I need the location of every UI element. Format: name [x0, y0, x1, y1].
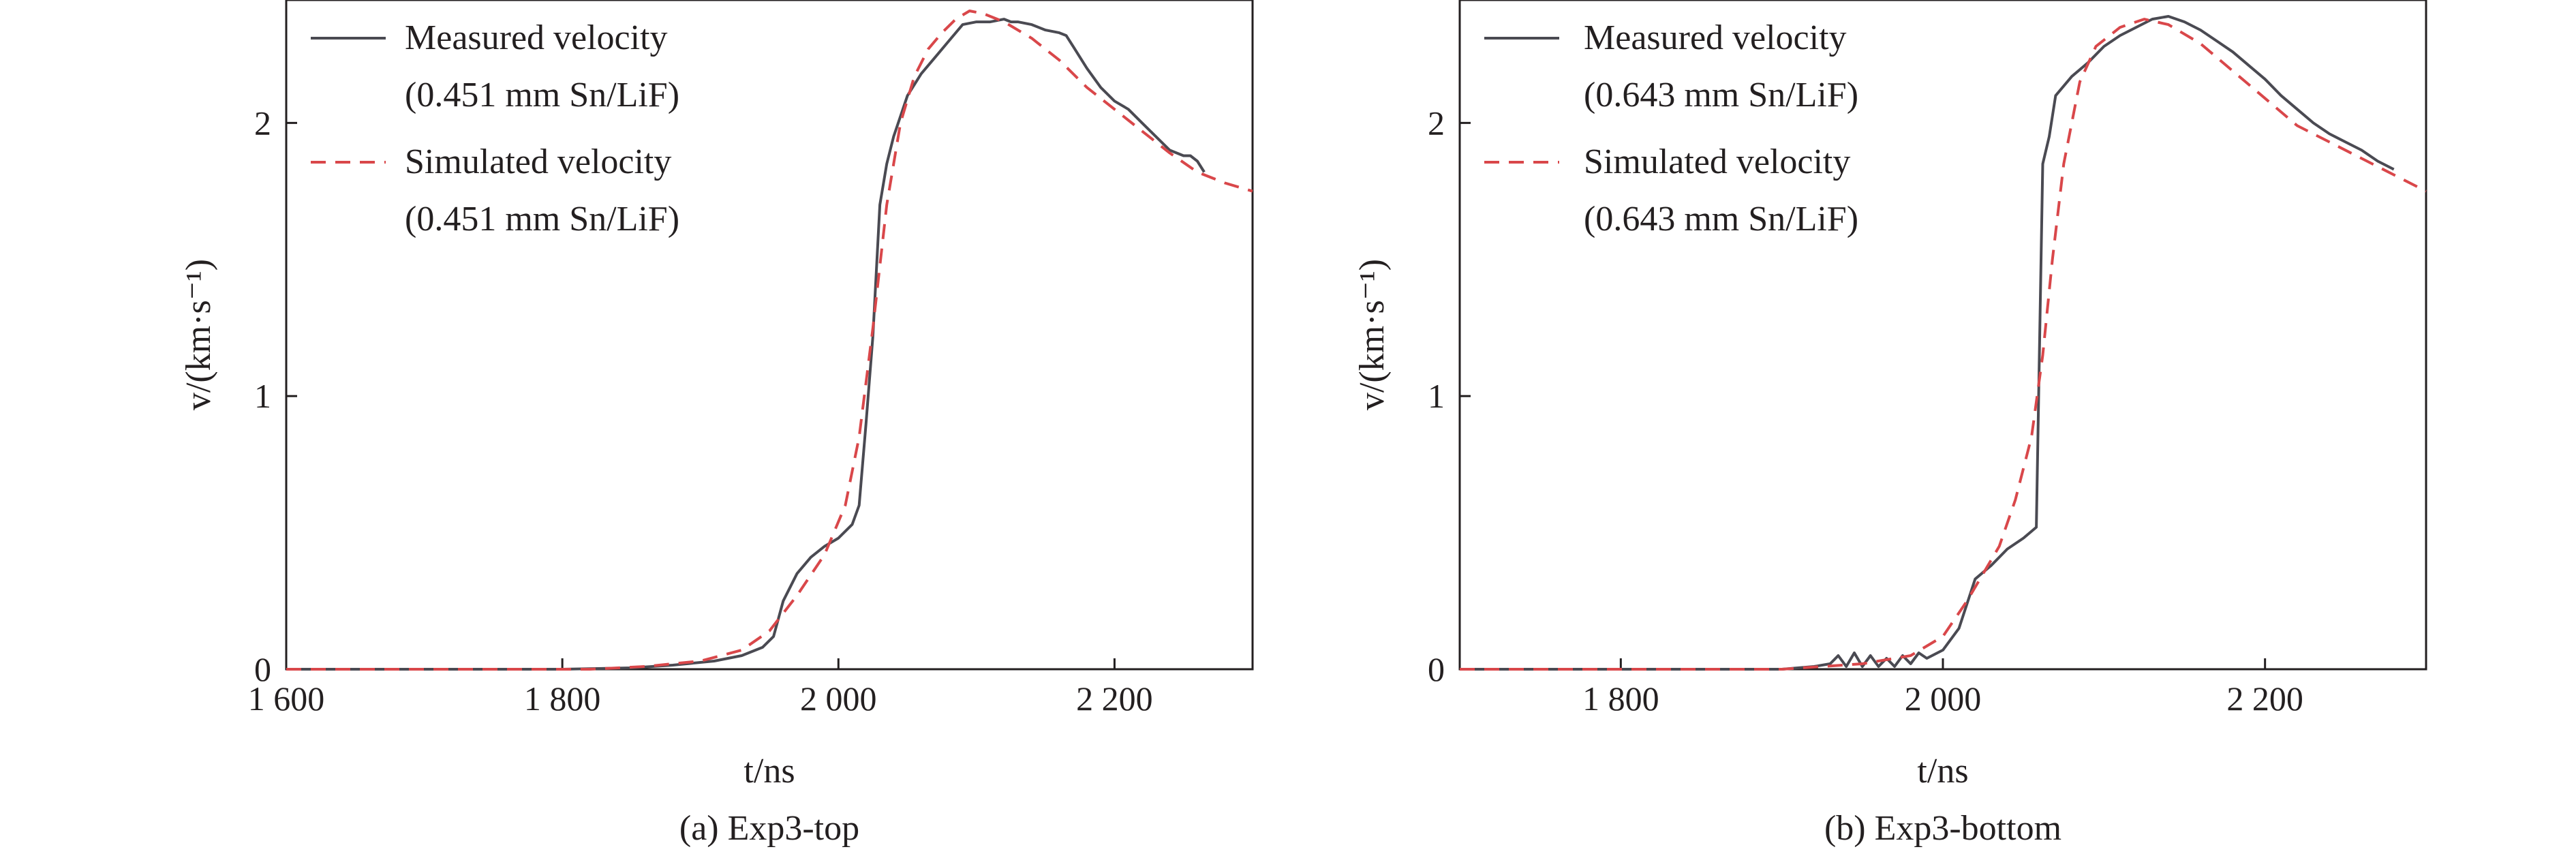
- legend-sublabel-simulated: (0.451 mm Sn/LiF): [405, 200, 679, 239]
- panel-caption: (b) Exp3-bottom: [1824, 809, 2061, 848]
- y-tick-label: 2: [254, 104, 271, 142]
- legend: Measured velocity (0.643 mm Sn/LiF) Simu…: [1484, 18, 1858, 239]
- tick-marks: [1460, 121, 2267, 671]
- y-tick-label: 0: [1428, 650, 1445, 688]
- legend-label-measured: Measured velocity: [1584, 18, 1847, 57]
- x-tick-label: 2 000: [800, 679, 877, 718]
- series-line-measured: [1460, 15, 2395, 671]
- legend-label-simulated: Simulated velocity: [1584, 142, 1850, 181]
- panel-b: 1 800 2 000 2 200 0 1 2 Measured velocity (0.…: [1353, 0, 2427, 848]
- series-line-simulated: [286, 10, 1253, 671]
- x-tick-label: 2 200: [2226, 679, 2303, 718]
- x-tick-label: 1 600: [248, 679, 325, 718]
- panel-a: 1 600 1 800 2 000 2 200 0 1 2 Measured velocit…: [179, 0, 1254, 848]
- panel-caption: (a) Exp3-top: [679, 809, 859, 848]
- legend-sublabel-measured: (0.643 mm Sn/LiF): [1584, 76, 1858, 114]
- series-lines: [1460, 15, 2427, 671]
- plot-frame: [285, 0, 1254, 671]
- legend-sublabel-simulated: (0.643 mm Sn/LiF): [1584, 200, 1858, 239]
- series-lines: [286, 10, 1253, 671]
- y-tick-label: 1: [1428, 377, 1445, 415]
- x-axis-label: t/ns: [743, 752, 795, 791]
- y-tick-label: 0: [254, 650, 271, 688]
- series-line-measured: [286, 18, 1206, 671]
- x-tick-label: 1 800: [524, 679, 601, 718]
- legend-label-simulated: Simulated velocity: [405, 142, 671, 181]
- y-axis-label: v/(km·s⁻¹): [1353, 259, 1392, 410]
- legend-label-measured: Measured velocity: [405, 18, 668, 57]
- series-line-simulated: [1460, 18, 2427, 671]
- y-tick-label: 2: [1428, 104, 1445, 142]
- x-tick-label: 1 800: [1582, 679, 1659, 718]
- x-axis-label: t/ns: [1917, 752, 1968, 791]
- x-tick-label: 2 200: [1076, 679, 1153, 718]
- x-tick-label: 2 000: [1905, 679, 1982, 718]
- legend-sublabel-measured: (0.451 mm Sn/LiF): [405, 76, 679, 114]
- legend: Measured velocity (0.451 mm Sn/LiF) Simu…: [311, 18, 679, 239]
- tick-labels: 1 800 2 000 2 200 0 1 2: [1428, 104, 2303, 718]
- tick-labels: 1 600 1 800 2 000 2 200 0 1 2: [248, 104, 1153, 718]
- y-axis-label: v/(km·s⁻¹): [179, 259, 218, 410]
- y-tick-label: 1: [254, 377, 271, 415]
